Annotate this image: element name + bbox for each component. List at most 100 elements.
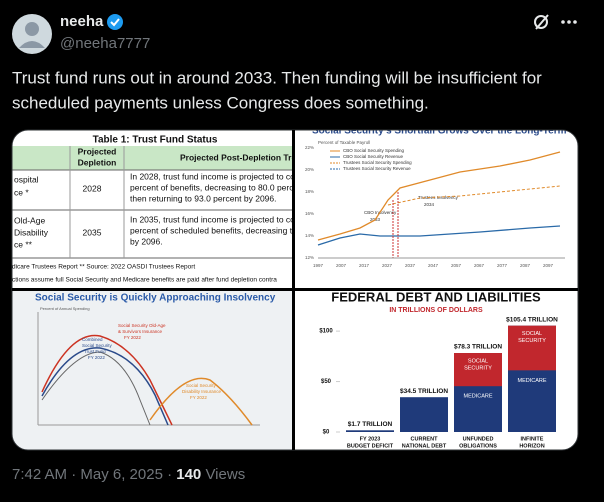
cell: Disability bbox=[14, 227, 49, 237]
view-count: 140 bbox=[176, 466, 201, 483]
cell: by 2096. bbox=[130, 236, 163, 246]
x-tick-label: 2037 bbox=[405, 263, 416, 268]
bar bbox=[400, 397, 448, 432]
cell: percent of benefits, decreasing to 80.0 … bbox=[130, 182, 298, 192]
segment-label: SOCIAL bbox=[468, 358, 488, 364]
axis-label: Percent of Taxable Payroll bbox=[318, 140, 370, 145]
verified-badge bbox=[107, 14, 123, 30]
cell: then returning to 93.0 percent by 2096. bbox=[130, 193, 277, 203]
value-label: $1.7 TRILLION bbox=[348, 421, 393, 428]
x-tick-label: UNFUNDED bbox=[463, 436, 494, 442]
verified-check bbox=[110, 18, 120, 27]
segment-label: MEDICARE bbox=[463, 394, 492, 400]
value-label: $105.4 TRILLION bbox=[506, 316, 558, 323]
x-tick-label: 1997 bbox=[313, 263, 324, 268]
legend-entry: Trustees Social Security Spending bbox=[343, 160, 412, 165]
y-tick-label: 12% bbox=[305, 255, 314, 260]
annotation: Trust Fund bbox=[84, 349, 106, 354]
x-tick-label: 2097 bbox=[543, 263, 554, 268]
more-button[interactable] bbox=[561, 20, 577, 24]
segment-label: SOCIAL bbox=[522, 331, 542, 337]
y-tick-label: $100 bbox=[319, 329, 333, 335]
debt-chart-image[interactable]: FEDERAL DEBT AND LIABILITIES IN TRILLION… bbox=[295, 289, 579, 451]
annotation: & Survivors Insurance bbox=[118, 329, 163, 334]
bar-segment-decor bbox=[454, 353, 502, 387]
y-tick-label: 18% bbox=[305, 189, 314, 194]
x-tick-label: 2017 bbox=[359, 263, 370, 268]
header: Projected Post-Depletion Tre bbox=[180, 152, 296, 162]
annotation: FY 2022 bbox=[88, 355, 105, 360]
note: ctions assume full Social Security and M… bbox=[12, 277, 277, 284]
value-label: $34.5 TRILLION bbox=[400, 388, 448, 395]
insolvency-image[interactable]: Social Security is Quickly Approaching I… bbox=[12, 291, 292, 451]
cell: ospital bbox=[14, 174, 39, 184]
x-tick-label: 2067 bbox=[474, 263, 485, 268]
y-tick-label: $50 bbox=[321, 379, 332, 385]
cell: ce * bbox=[14, 187, 29, 197]
segment-label: MEDICARE bbox=[517, 378, 546, 384]
y-tick-label: 22% bbox=[305, 145, 314, 150]
x-tick-label: CURRENT bbox=[411, 436, 439, 442]
tweet-text: Trust fund runs out in around 2033. Then… bbox=[12, 68, 542, 87]
legend-entry: CBO Social Security Spending bbox=[343, 148, 405, 153]
cell: In 2035, trust fund income is projected … bbox=[130, 214, 295, 224]
annotation: Social Security bbox=[186, 383, 217, 388]
shortfall-image[interactable]: Social Security's Shortfall Grows Over t… bbox=[295, 126, 579, 288]
header: Depletion bbox=[78, 157, 117, 167]
x-tick-label: 2077 bbox=[497, 263, 508, 268]
table-title: Table 1: Trust Fund Status bbox=[93, 135, 218, 146]
annotation: Disability Insurance bbox=[182, 389, 222, 394]
y-tick-label: 20% bbox=[305, 167, 314, 172]
grok-icon[interactable] bbox=[534, 15, 548, 29]
y-tick-label: 16% bbox=[305, 211, 314, 216]
x-tick-label: 2007 bbox=[336, 263, 347, 268]
image-title: Social Security's Shortfall Grows Over t… bbox=[312, 126, 567, 137]
chart-subtitle: IN TRILLIONS OF DOLLARS bbox=[389, 307, 483, 314]
axis-label: Percent of Annual Spending bbox=[40, 306, 90, 311]
table-image[interactable]: Table 1: Trust Fund Status Projected Dep… bbox=[12, 130, 298, 288]
cell: ce ** bbox=[14, 239, 33, 249]
cell: percent of scheduled benefits, decreasin… bbox=[130, 225, 293, 235]
x-tick-label: INFINITE bbox=[521, 436, 544, 442]
x-tick-label: FY 2023 bbox=[360, 436, 381, 442]
bar-segment-decor bbox=[508, 325, 556, 371]
y-tick-label: $0 bbox=[323, 430, 330, 436]
segment-label: SECURITY bbox=[464, 365, 492, 371]
x-tick-label: 2027 bbox=[382, 263, 393, 268]
avatar-head bbox=[25, 22, 39, 36]
views-label: Views bbox=[201, 466, 245, 483]
header: Projected bbox=[78, 146, 117, 156]
annotation: FY 2022 bbox=[190, 395, 207, 400]
author-handle[interactable]: @neeha7777 bbox=[60, 35, 150, 52]
y-tick-label: 14% bbox=[305, 233, 314, 238]
legend-entry: Trustees Social Security Revenue bbox=[343, 166, 411, 171]
annotation: Social Security Old-Age bbox=[118, 323, 166, 328]
tweet-text: scheduled payments unless Congress does … bbox=[12, 93, 429, 112]
avatar-body bbox=[19, 41, 45, 48]
annotation: 2034 bbox=[424, 202, 435, 207]
author-name[interactable]: neeha bbox=[60, 13, 104, 30]
note: dicare Trustees Report ** Source: 2022 O… bbox=[12, 264, 195, 271]
annotation: Trustees Insolvency bbox=[418, 195, 459, 200]
cell: 2028 bbox=[83, 183, 102, 193]
time[interactable]: 7:42 AM · May 6, 2025 · bbox=[12, 466, 176, 483]
grok-slash bbox=[535, 14, 549, 30]
line-decor bbox=[317, 151, 561, 241]
segment-label: SECURITY bbox=[518, 338, 546, 344]
annotation: Combined bbox=[82, 337, 103, 342]
legend-entry: CBO Social Security Revenue bbox=[343, 154, 404, 159]
chart-title: FEDERAL DEBT AND LIABILITIES bbox=[331, 289, 541, 304]
cell: In 2028, trust fund income is projected … bbox=[130, 171, 295, 181]
bar bbox=[346, 430, 394, 432]
value-label: $78.3 TRILLION bbox=[454, 344, 502, 351]
x-tick-label: HORIZON bbox=[519, 443, 544, 449]
x-tick-label: OBLIGATIONS bbox=[459, 443, 497, 449]
annotation: Social Security bbox=[82, 343, 113, 348]
cell: 2035 bbox=[83, 227, 102, 237]
line-decor bbox=[317, 225, 561, 246]
x-tick-label: 2057 bbox=[451, 263, 462, 268]
line-decor bbox=[387, 185, 561, 206]
image-title: Social Security is Quickly Approaching I… bbox=[35, 293, 276, 304]
